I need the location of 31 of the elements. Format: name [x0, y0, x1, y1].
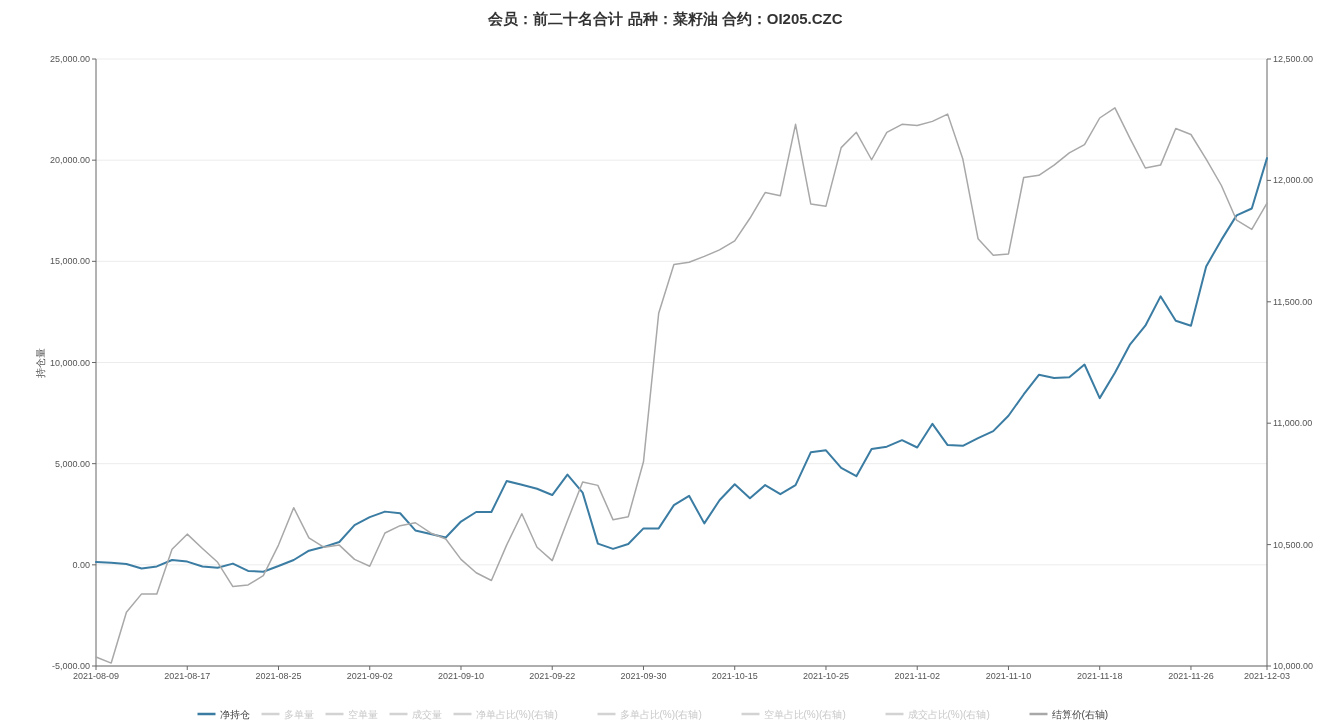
x-tick-label: 2021-10-15 [711, 671, 758, 681]
legend-label: 结算价(右轴) [1051, 709, 1109, 720]
x-tick-label: 2021-08-17 [164, 671, 211, 681]
y-tick-label: 20,000.00 [49, 155, 90, 166]
x-tick-label: 2021-08-25 [255, 671, 302, 681]
x-tick-label: 2021-09-02 [346, 671, 393, 681]
y2-tick-label: 10,000.00 [1273, 661, 1314, 671]
x-tick-label: 2021-11-18 [1077, 671, 1123, 681]
y2-tick-label: 11,500.00 [1273, 296, 1313, 307]
x-tick-label: 2021-10-25 [802, 671, 849, 681]
x-tick-label: 2021-12-03 [1243, 671, 1291, 681]
x-tick-label: 2021-08-09 [72, 671, 120, 681]
y2-tick-label: 12,500.00 [1273, 54, 1314, 64]
y2-tick-label: 12,000.00 [1273, 175, 1314, 186]
legend-label: 净持仓 [219, 709, 250, 720]
y-axis-title: 持仓量 [35, 347, 46, 378]
chart-title: 会员：前二十名合计 品种：菜籽油 合约：OI205.CZC [487, 10, 843, 27]
x-tick-label: 2021-11-02 [894, 671, 940, 681]
y-tick-label: 15,000.00 [49, 256, 90, 267]
y-tick-label: 25,000.00 [49, 54, 90, 64]
y-tick-label: 0.00 [72, 559, 90, 570]
x-tick-label: 2021-11-10 [985, 671, 1032, 681]
x-tick-label: 2021-09-22 [529, 671, 576, 681]
y-tick-label: 10,000.00 [49, 357, 90, 368]
y-tick-label: 5,000.00 [54, 458, 90, 469]
y-tick-label: -5,000.00 [51, 661, 90, 671]
x-tick-label: 2021-09-30 [620, 671, 667, 681]
x-tick-label: 2021-09-10 [437, 671, 485, 681]
y2-tick-label: 10,500.00 [1273, 539, 1314, 550]
y2-tick-label: 11,000.00 [1273, 418, 1313, 429]
x-tick-label: 2021-11-26 [1168, 671, 1214, 681]
